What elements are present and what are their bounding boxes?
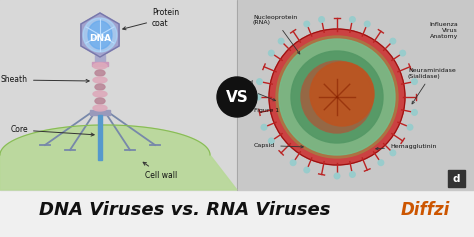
Polygon shape — [81, 13, 119, 57]
Ellipse shape — [95, 70, 105, 76]
Bar — [237, 0, 474, 190]
Text: Core: Core — [10, 126, 94, 136]
Text: d: d — [453, 173, 460, 183]
Bar — [0, 0, 474, 190]
Text: Capsid: Capsid — [254, 143, 303, 148]
Ellipse shape — [93, 105, 107, 111]
Ellipse shape — [310, 62, 374, 126]
Text: DNA Viruses vs. RNA Viruses: DNA Viruses vs. RNA Viruses — [39, 201, 331, 219]
Bar — [0, 0, 237, 190]
Circle shape — [400, 50, 405, 56]
Circle shape — [301, 61, 373, 133]
Text: Diffzi: Diffzi — [401, 201, 450, 219]
Bar — [98, 115, 102, 160]
Circle shape — [407, 124, 413, 130]
Text: Lipid
Envelope: Lipid Envelope — [224, 80, 275, 101]
Text: Cell wall: Cell wall — [143, 162, 177, 179]
Bar — [448, 170, 465, 187]
Circle shape — [268, 138, 274, 144]
Circle shape — [390, 38, 396, 44]
Circle shape — [255, 94, 261, 100]
Ellipse shape — [88, 21, 112, 49]
Circle shape — [261, 124, 267, 130]
Bar — [90, 110, 110, 115]
Circle shape — [365, 21, 370, 27]
Circle shape — [257, 79, 262, 84]
Circle shape — [412, 109, 417, 115]
Circle shape — [378, 160, 383, 165]
Circle shape — [304, 21, 310, 27]
Circle shape — [350, 172, 355, 177]
Text: Influenza
Virus
Anatomy: Influenza Virus Anatomy — [429, 22, 458, 39]
Circle shape — [217, 77, 257, 117]
Circle shape — [291, 51, 383, 143]
Circle shape — [278, 38, 284, 44]
Circle shape — [269, 29, 405, 165]
Ellipse shape — [93, 91, 107, 97]
Ellipse shape — [83, 18, 117, 52]
Ellipse shape — [93, 63, 107, 69]
Circle shape — [304, 167, 310, 173]
Circle shape — [279, 39, 395, 155]
Circle shape — [268, 50, 274, 56]
Circle shape — [412, 79, 417, 84]
Text: VS: VS — [226, 90, 248, 105]
Bar — [95, 55, 105, 63]
Polygon shape — [0, 125, 237, 190]
Text: Nucleoprotein
(RNA): Nucleoprotein (RNA) — [253, 15, 300, 54]
Text: DNA: DNA — [89, 33, 111, 42]
Circle shape — [276, 36, 398, 158]
Circle shape — [319, 17, 324, 22]
Circle shape — [350, 17, 355, 22]
Bar — [0, 190, 474, 237]
Circle shape — [390, 150, 396, 156]
Ellipse shape — [93, 77, 107, 83]
Circle shape — [334, 173, 340, 179]
Text: Figure 1: Figure 1 — [254, 108, 279, 113]
Ellipse shape — [95, 98, 105, 104]
Ellipse shape — [95, 84, 105, 90]
Text: Neuraminidase
(Sialidase): Neuraminidase (Sialidase) — [408, 68, 456, 104]
Text: Hemagglutinin: Hemagglutinin — [376, 144, 437, 150]
Text: Sheath: Sheath — [1, 76, 89, 85]
Circle shape — [290, 160, 296, 165]
Bar — [92, 62, 108, 66]
Text: Protein
coat: Protein coat — [123, 8, 179, 30]
